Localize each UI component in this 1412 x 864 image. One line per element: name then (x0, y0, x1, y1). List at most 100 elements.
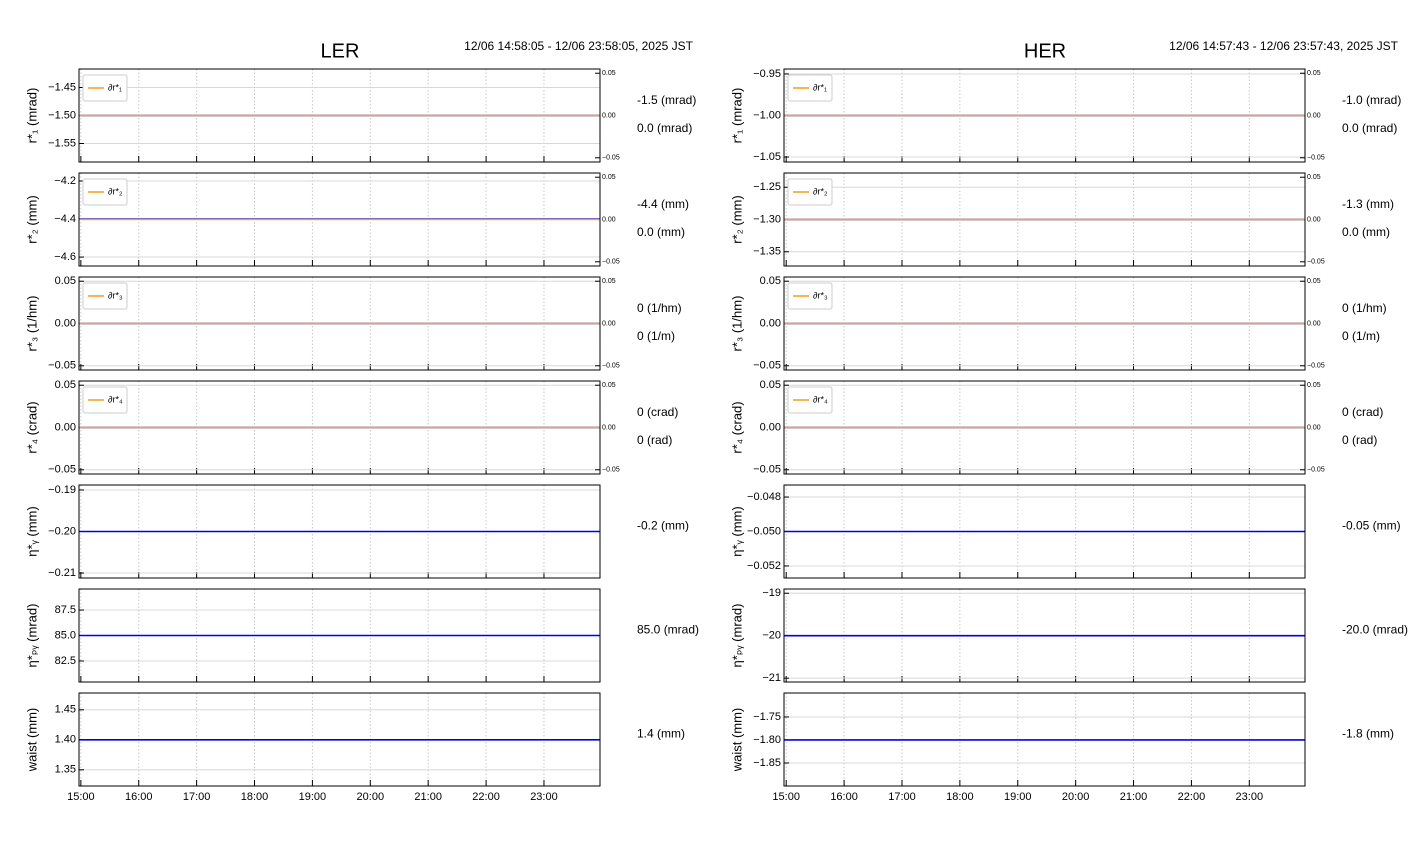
x-tick-label: 15:00 (67, 791, 95, 803)
plot-frame (783, 380, 1306, 475)
x-tick-label: 23:00 (1236, 791, 1264, 803)
y-axis-label: r*₁ (mrad) (24, 88, 39, 144)
y-tick-label: 0.05 (55, 275, 76, 287)
chart-title: LER (321, 40, 360, 62)
plot-frame (78, 484, 601, 579)
legend-box (82, 74, 128, 102)
legend-label: ∂r*₄ (813, 394, 828, 404)
y2-tick-label: −0.05 (602, 259, 620, 266)
plot-frame (78, 276, 601, 371)
y-tick-label: −4.6 (54, 251, 76, 263)
value-readout: 0 (1/hm) (637, 301, 682, 315)
y-tick-label: −1.45 (48, 81, 76, 93)
y-tick-label: −0.21 (48, 567, 76, 579)
value-readout: 1.4 (mm) (637, 727, 685, 741)
x-tick-label: 22:00 (472, 791, 500, 803)
y-tick-label: −1.50 (48, 109, 76, 121)
x-tick-label: 15:00 (772, 791, 800, 803)
y2-tick-label: −0.05 (602, 155, 620, 162)
x-tick-label: 16:00 (830, 791, 858, 803)
value-readout: 0.0 (mm) (1342, 225, 1390, 239)
value-readout: 0 (crad) (637, 405, 678, 419)
y2-tick-label: −0.05 (1307, 363, 1325, 370)
y-tick-label: −1.35 (753, 246, 781, 258)
value-readout: 0.0 (mrad) (637, 121, 692, 135)
y-axis-label: r*₁ (mrad) (729, 88, 744, 144)
legend-label: ∂r*₄ (108, 394, 123, 404)
x-tick-label: 20:00 (1062, 791, 1090, 803)
y-tick-label: −1.25 (753, 181, 781, 193)
y2-tick-label: −0.05 (1307, 259, 1325, 266)
y-tick-label: 0.00 (55, 421, 76, 433)
plot-frame (783, 588, 1306, 683)
y-tick-label: −21 (762, 672, 781, 684)
x-tick-label: 17:00 (183, 791, 211, 803)
y-tick-label: 0.05 (55, 379, 76, 391)
y-axis-label: η*ᵧ (mm) (729, 506, 744, 556)
y-tick-label: 0.00 (760, 421, 781, 433)
y-axis-label: η*ₚᵧ (mrad) (24, 604, 39, 668)
y2-tick-label: 0.05 (1307, 382, 1321, 389)
plot-frame (783, 484, 1306, 579)
y-axis-label: r*₄ (crad) (729, 401, 744, 453)
x-tick-label: 21:00 (1120, 791, 1148, 803)
y2-tick-label: −0.05 (1307, 467, 1325, 474)
y-tick-label: −1.80 (753, 734, 781, 746)
plot-frame (78, 172, 601, 267)
y-tick-label: −1.85 (753, 757, 781, 769)
y-axis-label: r*₄ (crad) (24, 401, 39, 453)
value-readout: 85.0 (mrad) (637, 623, 699, 637)
y-tick-label: −1.30 (753, 213, 781, 225)
y-tick-label: 82.5 (55, 655, 76, 667)
x-tick-label: 23:00 (530, 791, 558, 803)
x-tick-label: 19:00 (299, 791, 327, 803)
y-tick-label: −0.20 (48, 525, 76, 537)
x-tick-label: 20:00 (357, 791, 385, 803)
y-axis-label: r*₂ (mm) (729, 195, 744, 243)
y2-tick-label: −0.05 (1307, 155, 1325, 162)
x-tick-label: 21:00 (414, 791, 442, 803)
y-tick-label: 0.05 (760, 379, 781, 391)
value-readout: -1.5 (mrad) (637, 93, 696, 107)
y2-tick-label: 0.00 (1307, 424, 1321, 431)
legend-box (787, 74, 833, 102)
y-tick-label: −0.95 (753, 68, 781, 80)
legend-label: ∂r*₃ (813, 290, 828, 300)
y-tick-label: −19 (762, 587, 781, 599)
legend-label: ∂r*₃ (108, 290, 123, 300)
y-tick-label: 0.00 (55, 317, 76, 329)
x-tick-label: 19:00 (1004, 791, 1032, 803)
plot-frame (783, 68, 1306, 163)
y-tick-label: −20 (762, 630, 781, 642)
y-tick-label: −0.05 (753, 464, 781, 476)
plot-frame (78, 588, 601, 683)
y-axis-label: η*ᵧ (mm) (24, 506, 39, 556)
y-tick-label: 1.45 (55, 704, 76, 716)
legend-box (82, 386, 128, 414)
y-tick-label: −1.55 (48, 137, 76, 149)
y2-tick-label: 0.00 (602, 320, 616, 327)
y-tick-label: 87.5 (55, 604, 76, 616)
value-readout: -20.0 (mrad) (1342, 623, 1408, 637)
value-readout: 0 (1/hm) (1342, 301, 1387, 315)
chart-subtitle: 12/06 14:57:43 - 12/06 23:57:43, 2025 JS… (1169, 39, 1399, 53)
plot-frame (783, 172, 1306, 267)
y-tick-label: −1.75 (753, 711, 781, 723)
y-tick-label: 1.35 (55, 764, 76, 776)
value-readout: 0 (1/m) (1342, 329, 1380, 343)
y2-tick-label: 0.00 (602, 424, 616, 431)
value-readout: -0.05 (mm) (1342, 519, 1401, 533)
y-tick-label: −4.2 (54, 175, 76, 187)
value-readout: -1.8 (mm) (1342, 727, 1394, 741)
y2-tick-label: −0.05 (602, 363, 620, 370)
y-tick-label: −0.05 (48, 464, 76, 476)
y2-tick-label: 0.05 (602, 278, 616, 285)
plot-frame (783, 692, 1306, 787)
y-tick-label: −0.052 (747, 560, 781, 572)
value-readout: -1.3 (mm) (1342, 197, 1394, 211)
y-tick-label: −1.05 (753, 151, 781, 163)
chart-subtitle: 12/06 14:58:05 - 12/06 23:58:05, 2025 JS… (464, 39, 694, 53)
legend-label: ∂r*₁ (813, 82, 827, 92)
value-readout: 0 (1/m) (637, 329, 675, 343)
legend-label: ∂r*₂ (108, 186, 123, 196)
